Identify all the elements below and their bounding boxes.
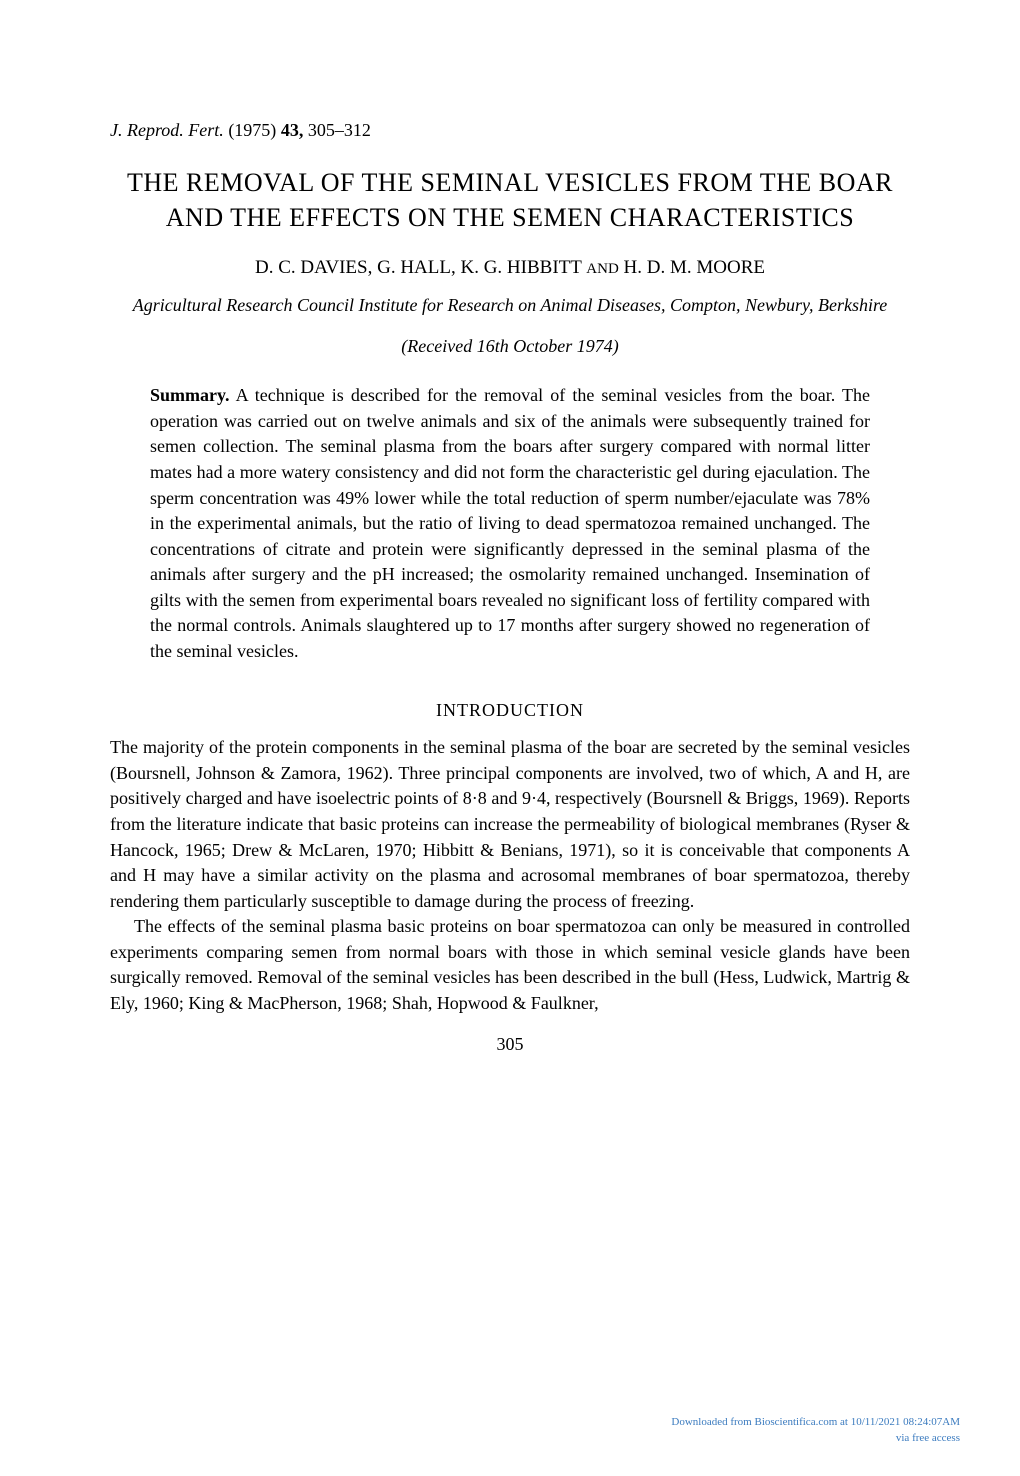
journal-reference: J. Reprod. Fert. (1975) 43, 305–312: [110, 120, 910, 141]
footer-line-1: Downloaded from Bioscientifica.com at 10…: [671, 1415, 960, 1430]
authors-and: AND: [586, 261, 619, 277]
summary-label: Summary.: [150, 385, 230, 405]
intro-paragraph-1: The majority of the protein components i…: [110, 735, 910, 914]
page-number: 305: [110, 1034, 910, 1055]
summary-text: A technique is described for the removal…: [150, 385, 870, 660]
journal-volume: 43,: [281, 120, 304, 140]
journal-year: (1975): [228, 120, 276, 140]
authors: D. C. DAVIES, G. HALL, K. G. HIBBITT AND…: [110, 257, 910, 279]
intro-paragraph-2: The effects of the seminal plasma basic …: [110, 914, 910, 1016]
footer-line-2: via free access: [671, 1431, 960, 1446]
summary-block: Summary. A technique is described for th…: [150, 383, 870, 664]
authors-main: D. C. DAVIES, G. HALL, K. G. HIBBITT: [255, 257, 582, 278]
article-title: THE REMOVAL OF THE SEMINAL VESICLES FROM…: [110, 165, 910, 235]
affiliation: Agricultural Research Council Institute …: [110, 293, 910, 318]
journal-abbrev: J. Reprod. Fert.: [110, 120, 224, 140]
introduction-heading: INTRODUCTION: [110, 700, 910, 721]
download-footer: Downloaded from Bioscientifica.com at 10…: [671, 1415, 960, 1446]
authors-last: H. D. M. MOORE: [624, 257, 765, 278]
received-date: (Received 16th October 1974): [110, 336, 910, 357]
journal-pages: 305–312: [308, 120, 371, 140]
